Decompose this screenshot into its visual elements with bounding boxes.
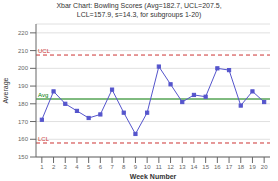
- svg-text:7: 7: [110, 164, 114, 170]
- svg-text:4: 4: [75, 164, 79, 170]
- svg-text:11: 11: [156, 164, 163, 170]
- svg-text:LCL: LCL: [38, 136, 50, 142]
- svg-text:150: 150: [18, 154, 29, 160]
- svg-text:15: 15: [202, 164, 209, 170]
- svg-text:10: 10: [144, 164, 151, 170]
- svg-text:8: 8: [122, 164, 126, 170]
- html-text:Xbar Chart: Bowling Scores (Av: Xbar Chart: Bowling Scores (Avg=182.7, U…: [56, 2, 222, 18]
- svg-text:210: 210: [18, 48, 29, 54]
- svg-text:UCL: UCL: [38, 48, 51, 54]
- svg-text:20: 20: [261, 164, 268, 170]
- svg-text:Avg: Avg: [38, 92, 48, 98]
- svg-text:5: 5: [87, 164, 91, 170]
- svg-text:16: 16: [214, 164, 221, 170]
- svg-text:13: 13: [179, 164, 186, 170]
- svg-text:19: 19: [249, 164, 256, 170]
- svg-text:6: 6: [99, 164, 103, 170]
- svg-text:18: 18: [237, 164, 244, 170]
- svg-text:Average: Average: [2, 77, 10, 103]
- svg-text:2: 2: [52, 164, 56, 170]
- svg-text:1: 1: [40, 164, 44, 170]
- svg-text:17: 17: [226, 164, 233, 170]
- svg-text:Week Number: Week Number: [130, 173, 177, 180]
- svg-text:200: 200: [18, 65, 29, 71]
- svg-text:3: 3: [64, 164, 68, 170]
- svg-text:220: 220: [18, 30, 29, 36]
- svg-text:180: 180: [18, 101, 29, 107]
- svg-text:190: 190: [18, 83, 29, 89]
- svg-text:12: 12: [167, 164, 174, 170]
- svg-text:14: 14: [191, 164, 198, 170]
- svg-text:160: 160: [18, 136, 29, 142]
- svg-text:9: 9: [134, 164, 138, 170]
- svg-text:170: 170: [18, 119, 29, 125]
